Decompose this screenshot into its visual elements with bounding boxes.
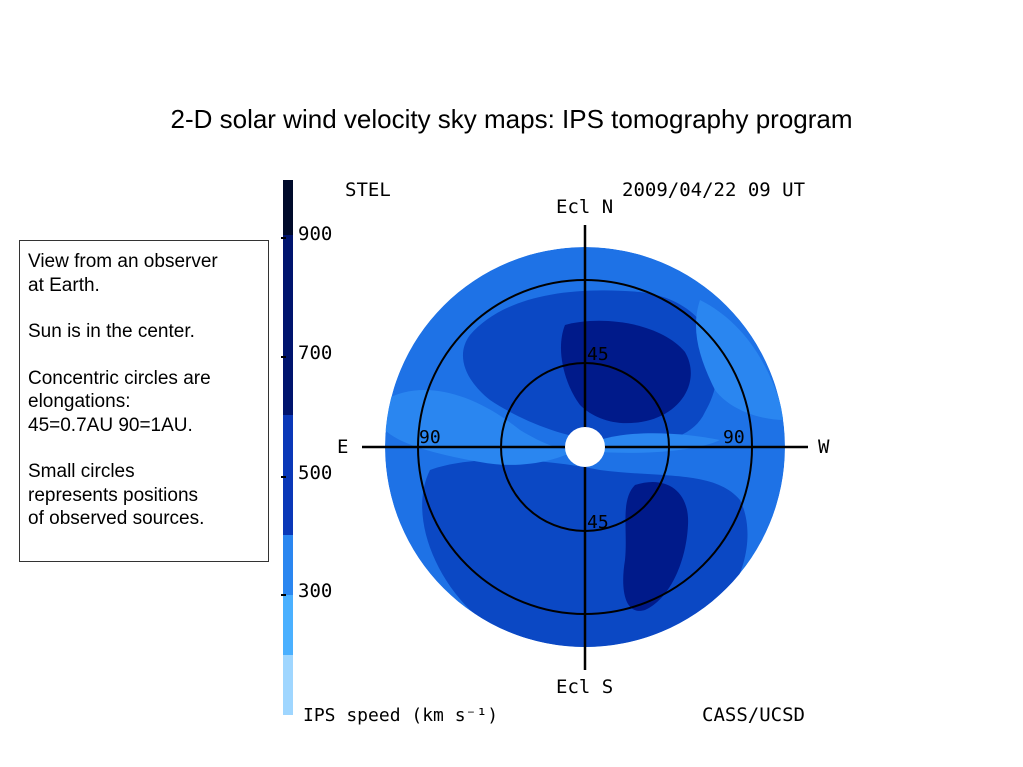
colorbar-tick-900: 900 <box>298 223 332 245</box>
ecliptic-south-label: Ecl S <box>556 676 613 698</box>
colorbar-tick-300: 300 <box>298 580 332 602</box>
ring-label-45-bottom: 45 <box>587 512 609 533</box>
colorbar-unit-label: IPS speed (km s⁻¹) <box>303 705 498 726</box>
ring-label-90-right: 90 <box>723 427 745 448</box>
credit-label: CASS/UCSD <box>702 704 805 726</box>
speed-contour-high <box>623 481 689 611</box>
colorbar-tick-500: 500 <box>298 462 332 484</box>
sun-occulter <box>565 427 605 467</box>
colorbar-segment <box>283 535 293 595</box>
colorbar-segment <box>283 235 293 295</box>
slide-title: 2-D solar wind velocity sky maps: IPS to… <box>170 104 853 134</box>
colorbar-tick-700: 700 <box>298 342 332 364</box>
ecliptic-north-label: Ecl N <box>556 196 613 218</box>
observation-datetime: 2009/04/22 09 UT <box>622 179 805 201</box>
colorbar-segment <box>283 295 293 415</box>
ring-label-45-top: 45 <box>587 344 609 365</box>
note-observer-view: View from an observer at Earth. <box>28 251 218 296</box>
speed-contour-low <box>695 300 785 420</box>
colorbar-segment <box>283 415 293 535</box>
speed-colorbar: 900 700 500 300 IPS speed (km s⁻¹) <box>281 180 498 726</box>
ring-label-90-left: 90 <box>419 427 441 448</box>
west-label: W <box>818 436 830 458</box>
colorbar-segment <box>283 595 293 655</box>
observatory-label: STEL <box>345 179 391 201</box>
colorbar-segment <box>283 180 293 235</box>
note-elongation-circles: Concentric circles are elongations: 45=0… <box>28 367 211 436</box>
east-label: E <box>337 436 348 458</box>
explanation-note-box: View from an observer at Earth. Sun is i… <box>19 240 269 562</box>
speed-contour-high <box>560 320 691 424</box>
note-source-positions: Small circles represents positions of ob… <box>28 461 205 529</box>
colorbar-segment <box>283 655 293 715</box>
note-sun-center: Sun is in the center. <box>28 321 195 342</box>
